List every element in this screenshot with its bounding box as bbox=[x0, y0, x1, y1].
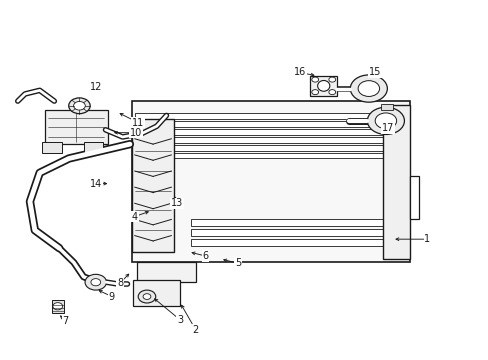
Bar bbox=[137, 262, 195, 282]
Circle shape bbox=[357, 81, 379, 96]
Bar bbox=[310, 76, 336, 96]
Text: 12: 12 bbox=[89, 82, 102, 92]
Circle shape bbox=[143, 294, 151, 300]
Circle shape bbox=[73, 102, 85, 110]
Circle shape bbox=[328, 90, 335, 95]
Bar bbox=[135, 153, 407, 158]
Bar bbox=[44, 110, 108, 144]
Text: 8: 8 bbox=[117, 278, 123, 288]
Bar bbox=[190, 229, 395, 236]
Bar bbox=[132, 119, 173, 252]
Text: 6: 6 bbox=[202, 251, 208, 261]
Circle shape bbox=[328, 77, 335, 82]
Bar bbox=[133, 280, 179, 306]
Bar bbox=[409, 176, 418, 220]
Bar bbox=[135, 129, 407, 135]
Bar bbox=[190, 239, 395, 246]
Text: 5: 5 bbox=[235, 258, 241, 268]
Bar bbox=[380, 104, 392, 110]
Circle shape bbox=[69, 98, 90, 114]
Text: 14: 14 bbox=[89, 179, 102, 189]
Bar bbox=[135, 121, 407, 127]
Text: 17: 17 bbox=[382, 123, 394, 133]
Text: 7: 7 bbox=[62, 316, 68, 325]
Circle shape bbox=[311, 77, 318, 82]
Text: 11: 11 bbox=[132, 118, 144, 128]
Bar bbox=[135, 137, 407, 143]
Circle shape bbox=[349, 75, 386, 102]
Circle shape bbox=[53, 303, 62, 310]
Bar bbox=[42, 142, 61, 153]
Bar bbox=[132, 101, 409, 262]
Text: 9: 9 bbox=[109, 292, 115, 302]
Text: 13: 13 bbox=[171, 198, 183, 208]
Bar bbox=[190, 219, 395, 226]
Circle shape bbox=[366, 107, 404, 134]
Text: 15: 15 bbox=[368, 67, 381, 77]
Circle shape bbox=[85, 274, 106, 290]
Bar bbox=[52, 300, 64, 313]
Text: 2: 2 bbox=[192, 325, 199, 335]
Ellipse shape bbox=[317, 81, 329, 91]
Circle shape bbox=[138, 290, 156, 303]
Text: 1: 1 bbox=[424, 234, 429, 244]
Bar bbox=[135, 113, 407, 119]
Circle shape bbox=[91, 279, 101, 286]
Text: 10: 10 bbox=[130, 128, 142, 138]
Text: 4: 4 bbox=[131, 212, 138, 221]
Circle shape bbox=[374, 113, 396, 129]
Circle shape bbox=[311, 90, 318, 95]
Text: 16: 16 bbox=[293, 67, 305, 77]
Text: 3: 3 bbox=[177, 315, 183, 325]
Bar bbox=[83, 142, 103, 153]
Bar bbox=[135, 145, 407, 150]
Bar bbox=[383, 105, 409, 259]
